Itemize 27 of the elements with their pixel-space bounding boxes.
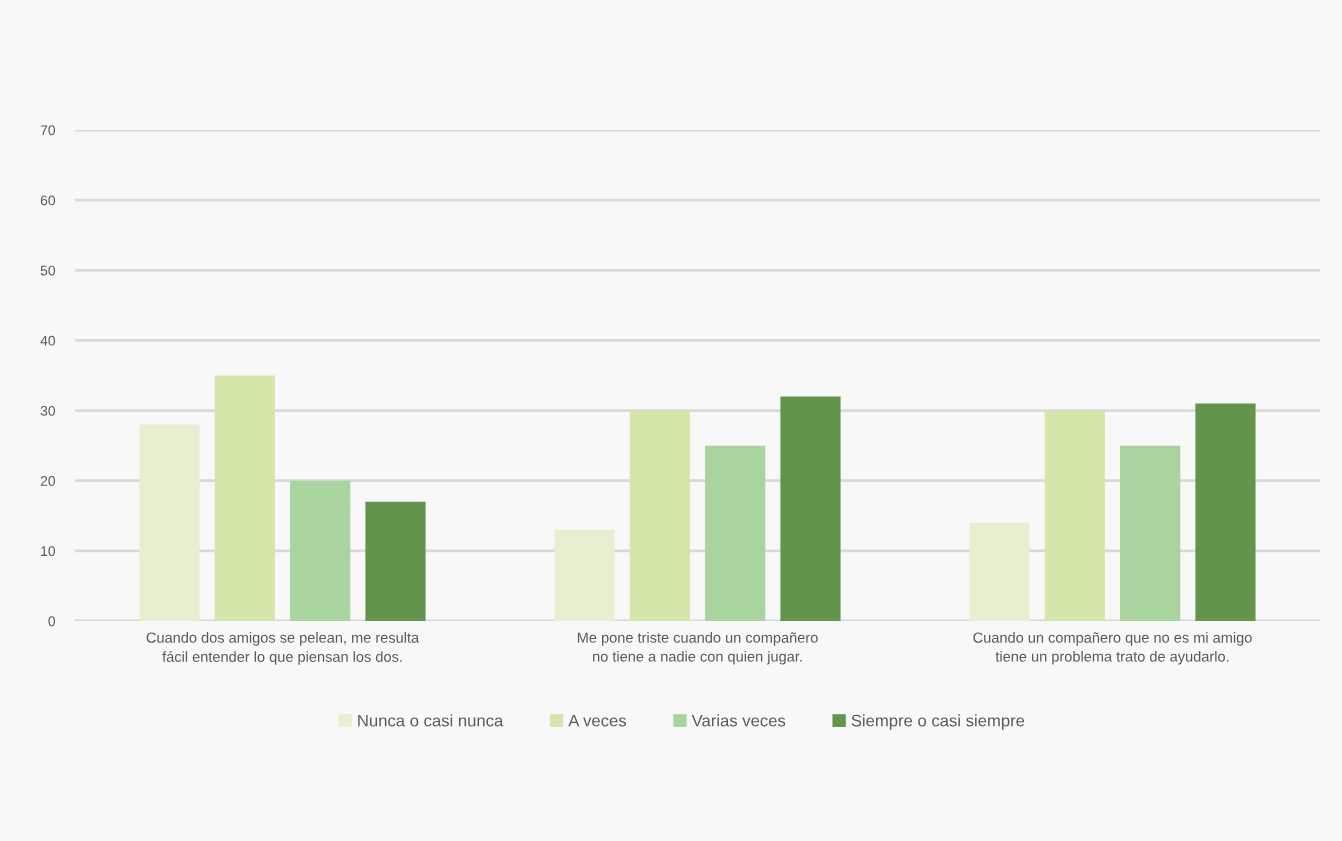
legend-label: Nunca o casi nunca — [358, 714, 504, 727]
y-tick-label: 0 — [48, 616, 56, 627]
bar — [139, 424, 200, 621]
y-tick-label: 70 — [40, 125, 56, 136]
bar — [554, 529, 615, 621]
y-tick-label: 60 — [40, 195, 56, 206]
y-tick-label: 50 — [40, 265, 56, 276]
bar — [290, 480, 351, 621]
bar — [969, 522, 1030, 621]
bar — [1044, 410, 1105, 621]
bar — [365, 501, 426, 621]
y-tick-label: 40 — [40, 335, 56, 346]
x-tick-label: Me pone triste cuando un compañero no tiene a nadie con quien jugar. — [577, 632, 818, 665]
y-tick-label: 20 — [40, 476, 56, 486]
legend-label: A veces — [568, 714, 627, 727]
bar — [629, 410, 690, 621]
legend-label: Siempre o casi siempre — [851, 714, 1025, 730]
legend-label: Varias veces — [691, 714, 786, 727]
bar — [780, 396, 841, 621]
bar — [1195, 403, 1256, 621]
y-tick-label: 30 — [40, 405, 56, 416]
x-tick-label: Cuando dos amigos se pelean, me resulta fácil entender lo que piensan los dos. — [146, 632, 420, 665]
bar — [214, 375, 275, 621]
bar — [1120, 445, 1181, 621]
x-tick-label: Cuando un compañero que no es mi amigo tiene un problema trato de ayudarlo. — [973, 632, 1252, 665]
bar — [705, 445, 766, 621]
y-tick-label: 10 — [41, 546, 56, 557]
